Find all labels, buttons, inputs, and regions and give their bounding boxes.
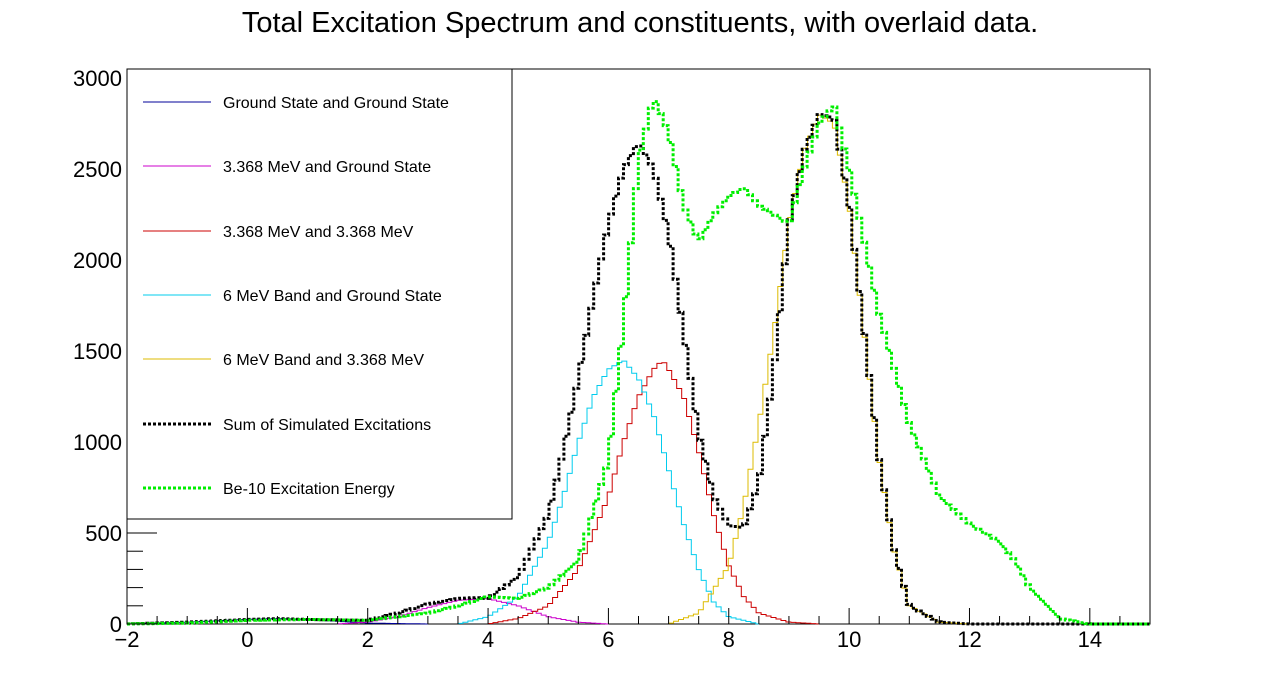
series-line-3 <box>458 360 759 625</box>
y-tick-label: 500 <box>85 521 122 546</box>
series-layer <box>127 100 1150 626</box>
legend-label-0: Ground State and Ground State <box>223 95 449 112</box>
series-line-6 <box>127 100 1150 626</box>
legend-label-6: Be-10 Excitation Energy <box>223 481 395 498</box>
series-line-5 <box>127 113 1150 626</box>
x-tick-label: 14 <box>1078 627 1102 652</box>
legend-label-3: 6 MeV Band and Ground State <box>223 288 442 305</box>
y-tick-label: 0 <box>110 612 122 637</box>
x-tick-label: 12 <box>957 627 981 652</box>
x-tick-label: 10 <box>837 627 861 652</box>
series-line-4 <box>668 114 970 625</box>
x-tick-label: 8 <box>723 627 735 652</box>
x-tick-label: −2 <box>114 627 139 652</box>
legend: Ground State and Ground State 3.368 MeV a… <box>126 68 513 520</box>
legend-label-4: 6 MeV Band and 3.368 MeV <box>223 352 424 369</box>
x-tick-label: 2 <box>362 627 374 652</box>
legend-label-2: 3.368 MeV and 3.368 MeV <box>223 224 414 241</box>
series-line-2 <box>488 362 819 625</box>
legend-label-1: 3.368 MeV and Ground State <box>223 159 431 176</box>
y-tick-label: 2500 <box>73 157 122 182</box>
legend-label-5: Sum of Simulated Excitations <box>223 417 431 434</box>
x-tick-label: 4 <box>482 627 494 652</box>
y-tick-label: 1000 <box>73 430 122 455</box>
chart-title: Total Excitation Spectrum and constituen… <box>242 7 1038 39</box>
y-tick-label: 3000 <box>73 66 122 91</box>
x-tick-label: 6 <box>602 627 614 652</box>
y-tick-label: 2000 <box>73 248 122 273</box>
x-tick-label: 0 <box>241 627 253 652</box>
legend-box <box>126 68 513 520</box>
y-tick-label: 1500 <box>73 339 122 364</box>
